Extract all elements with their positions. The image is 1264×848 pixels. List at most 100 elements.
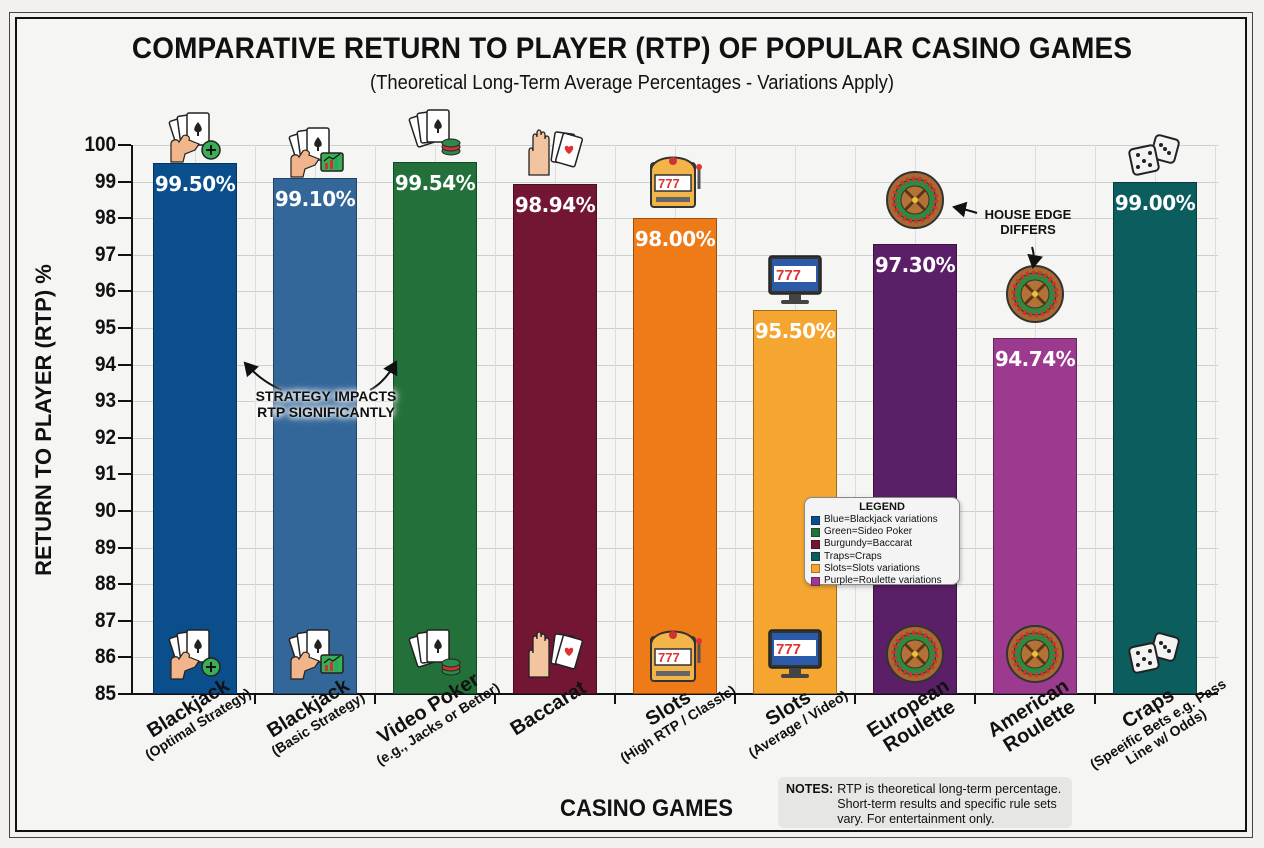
notes-label: NOTES: (786, 782, 834, 796)
notes-box: NOTES: RTP is theoretical long-term perc… (778, 777, 1072, 828)
legend-item: Slots=Slots variations (811, 563, 953, 575)
y-tick (118, 327, 131, 329)
y-tick-label: 90 (94, 499, 116, 522)
y-tick-label: 91 (94, 462, 116, 486)
legend-label: Burgundy=Baccarat (824, 538, 913, 550)
legend-label: Purple=Roulette variations (824, 575, 942, 587)
hand-cards-icon (520, 626, 590, 682)
legend-swatch (811, 540, 820, 549)
y-tick-label: 97 (94, 242, 116, 266)
legend-swatch (811, 552, 820, 562)
notes-text: RTP is theoretical long-term percentage.… (837, 782, 1062, 826)
bar-value-label: 98.00% (634, 227, 716, 252)
x-tick (734, 695, 736, 704)
y-tick (118, 583, 131, 586)
y-tick-label: 100 (84, 133, 116, 156)
hand-cards-icon (520, 124, 590, 180)
bar-value-label: 99.10% (274, 186, 356, 211)
bar-value-label: 99.50% (154, 172, 236, 197)
y-tick (118, 510, 131, 512)
legend-label: Slots=Slots variations (824, 562, 920, 574)
y-tick-label: 95 (94, 316, 116, 339)
y-tick (118, 363, 131, 366)
legend-label: Blue=Blackjack variations (824, 514, 938, 525)
gridline-vertical (855, 145, 856, 694)
bar-value-label: 99.00% (1114, 190, 1196, 215)
bar-value-label: 94.74% (994, 346, 1076, 371)
video-slot-monitor-icon: 777 (760, 626, 830, 682)
gridline-vertical (975, 145, 976, 694)
gridline-vertical (495, 145, 496, 694)
y-tick-label: 96 (94, 279, 116, 303)
y-tick (118, 400, 131, 403)
y-tick (118, 144, 131, 146)
x-axis-label: CASINO GAMES (560, 795, 733, 822)
roulette-wheel-icon (880, 170, 950, 229)
y-tick (118, 436, 131, 439)
y-tick (118, 473, 131, 476)
bar-value-label: 95.50% (754, 318, 836, 343)
cards-chips-icon (400, 626, 470, 682)
legend-title: LEGEND (859, 501, 905, 513)
y-tick-label: 99 (94, 169, 116, 193)
y-tick (118, 290, 131, 293)
bar-value-label: 97.30% (874, 252, 956, 277)
legend-swatch (811, 527, 820, 537)
y-tick (118, 253, 131, 256)
gridline-vertical (375, 145, 376, 694)
bar-value-label: 99.54% (394, 170, 476, 195)
legend-item: Blue=Blackjack variations (811, 514, 953, 526)
gridline-vertical (615, 145, 616, 694)
y-tick-label: 87 (94, 608, 116, 632)
y-tick-label: 98 (94, 206, 116, 230)
bar: 98.94% (513, 183, 597, 694)
x-tick (374, 695, 376, 704)
bar: 97.30% (873, 243, 957, 694)
roulette-wheel-icon (1000, 625, 1070, 683)
chart-title: COMPARATIVE RETURN TO PLAYER (RTP) OF PO… (131, 32, 1133, 65)
cards-hand-plus-icon (160, 626, 230, 682)
dice-icon (1120, 626, 1190, 682)
x-tick (494, 695, 496, 704)
legend-swatch (811, 564, 820, 574)
outer-frame (9, 12, 1253, 838)
chart-subtitle: (Theoretical Long-Term Average Percentag… (370, 72, 894, 94)
y-tick-label: 89 (94, 535, 116, 559)
bar: 99.50% (153, 163, 237, 694)
y-tick (118, 693, 131, 695)
y-tick (118, 546, 131, 549)
legend-item: Traps=Craps (811, 551, 953, 563)
legend-swatch (811, 515, 820, 525)
y-tick (118, 619, 131, 622)
gridline-vertical (1215, 145, 1216, 694)
strategy-annotation: STRATEGY IMPACTS RTP SIGNIFICANTLY (255, 388, 397, 420)
bar-value-label: 98.94% (514, 192, 596, 217)
y-tick-label: 85 (94, 682, 116, 705)
gridline (131, 145, 1218, 146)
legend-items: Blue=Blackjack variations Green=Sideo Pok… (811, 514, 953, 587)
legend-item: Green=Sideo Poker (811, 526, 953, 538)
y-axis (131, 145, 133, 695)
x-tick (1094, 695, 1096, 704)
roulette-wheel-icon (1000, 264, 1070, 323)
y-tick (118, 180, 131, 183)
gridline-vertical (735, 145, 736, 694)
bar: 99.54% (393, 161, 477, 694)
gridline-vertical (1095, 145, 1096, 694)
roulette-wheel-icon (880, 625, 950, 683)
bar: 98.00% (633, 218, 717, 694)
legend-item: Burgundy=Baccarat (811, 538, 953, 550)
cards-hand-plus-icon (160, 109, 230, 165)
y-tick (118, 656, 131, 659)
svg-text:777: 777 (658, 176, 680, 191)
legend-label: Traps=Craps (824, 550, 882, 562)
bar: 99.10% (273, 177, 357, 694)
svg-text:777: 777 (658, 650, 680, 665)
slot-machine-icon: 777 (640, 152, 710, 209)
y-tick (118, 217, 131, 220)
cards-hand-chart-icon (280, 124, 350, 180)
svg-text:777: 777 (776, 641, 801, 658)
x-axis (131, 693, 1218, 695)
video-slot-monitor-icon: 777 (760, 252, 830, 308)
